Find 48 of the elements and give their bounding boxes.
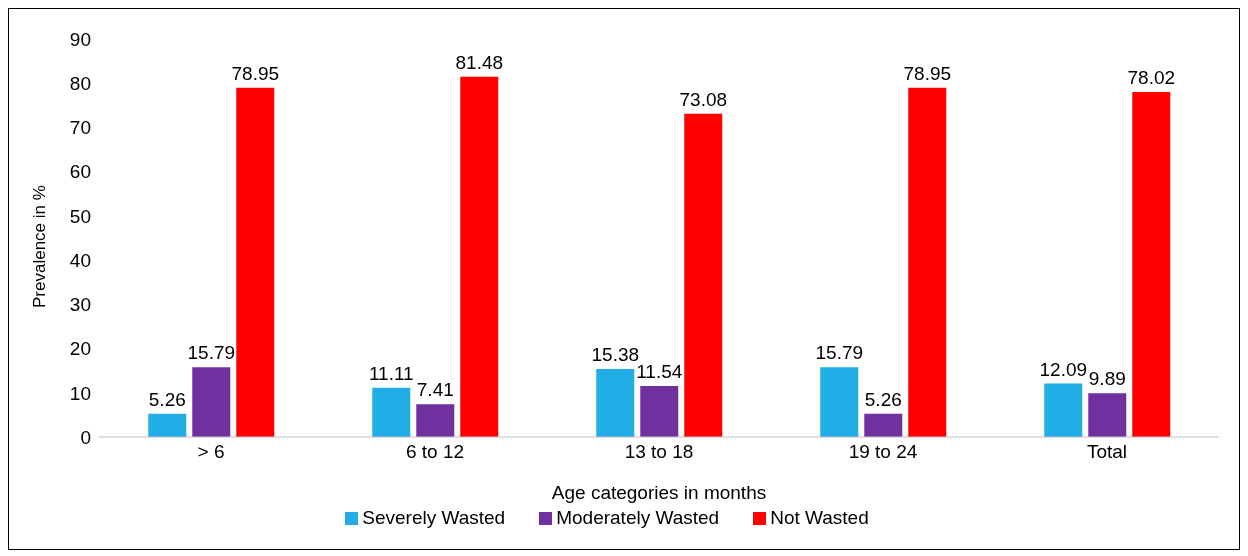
bar bbox=[460, 76, 499, 437]
bar bbox=[148, 413, 187, 437]
data-label: 73.08 bbox=[679, 88, 728, 110]
y-tick-label: 0 bbox=[80, 426, 91, 448]
y-tick-label: 70 bbox=[69, 117, 91, 139]
data-label: 78.95 bbox=[231, 62, 280, 84]
legend-label: Severely Wasted bbox=[362, 507, 506, 528]
bar bbox=[1132, 91, 1171, 437]
y-tick-label: 30 bbox=[69, 294, 91, 316]
y-tick-label: 40 bbox=[69, 249, 91, 271]
bar bbox=[192, 367, 231, 437]
x-tick-label: 13 to 18 bbox=[624, 441, 694, 463]
bar bbox=[684, 113, 723, 437]
x-axis-title: Age categories in months bbox=[551, 482, 767, 503]
data-label: 11.11 bbox=[368, 362, 414, 384]
data-label: 78.02 bbox=[1127, 66, 1176, 88]
x-tick-label: Total bbox=[1086, 441, 1128, 463]
data-label: 81.48 bbox=[455, 51, 504, 73]
data-label: 9.89 bbox=[1088, 368, 1126, 390]
legend-label: Moderately Wasted bbox=[556, 507, 720, 528]
bar bbox=[864, 413, 903, 437]
bar bbox=[596, 368, 635, 437]
data-label: 15.79 bbox=[187, 342, 236, 364]
data-label: 7.41 bbox=[416, 379, 454, 401]
y-tick-label: 90 bbox=[69, 28, 91, 50]
x-tick-label: 6 to 12 bbox=[405, 441, 465, 463]
bar bbox=[416, 404, 455, 437]
data-label: 78.95 bbox=[903, 62, 952, 84]
data-label: 5.26 bbox=[864, 388, 902, 410]
bar bbox=[820, 367, 859, 437]
bar bbox=[1088, 393, 1127, 437]
y-tick-label: 50 bbox=[69, 205, 91, 227]
x-tick-label: > 6 bbox=[197, 441, 225, 463]
bar bbox=[236, 87, 275, 437]
data-label: 15.79 bbox=[815, 342, 864, 364]
bar bbox=[640, 385, 679, 437]
y-axis-title: Prevalence in % bbox=[30, 185, 50, 308]
bar bbox=[372, 387, 411, 437]
data-label: 12.09 bbox=[1039, 358, 1088, 380]
bar bbox=[908, 87, 947, 437]
x-tick-label: 19 to 24 bbox=[848, 441, 918, 463]
y-tick-label: 60 bbox=[69, 161, 91, 183]
y-tick-label: 80 bbox=[69, 72, 91, 94]
y-tick-label: 20 bbox=[69, 338, 91, 360]
data-label: 5.26 bbox=[148, 388, 186, 410]
y-tick-label: 10 bbox=[69, 382, 91, 404]
legend-label: Not Wasted bbox=[770, 507, 869, 528]
bar bbox=[1044, 383, 1083, 437]
